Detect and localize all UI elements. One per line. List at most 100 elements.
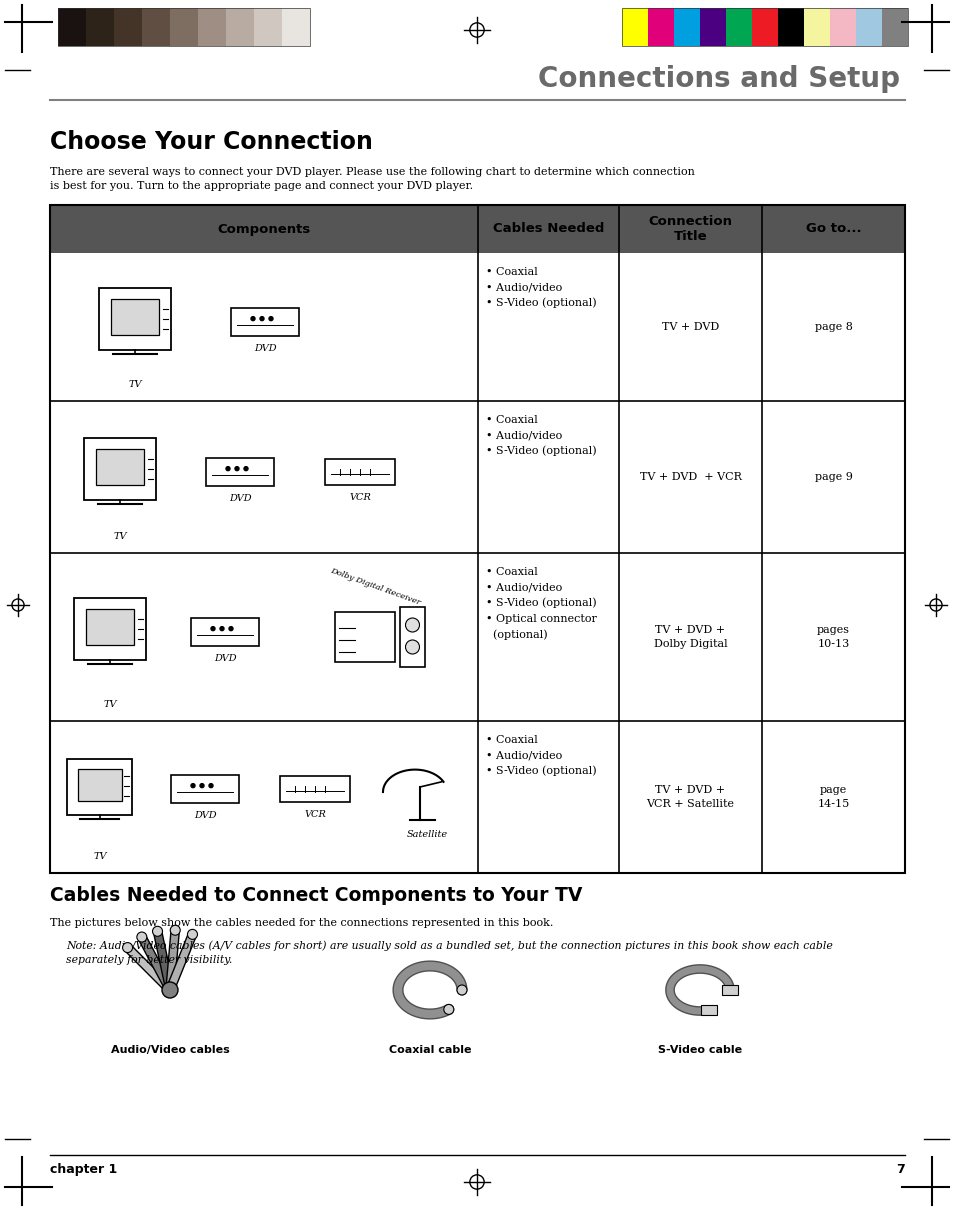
Text: Connections and Setup: Connections and Setup <box>537 65 899 93</box>
Circle shape <box>269 317 273 320</box>
Bar <box>99 288 171 349</box>
Bar <box>231 308 298 336</box>
Bar <box>86 8 113 46</box>
Circle shape <box>405 618 419 632</box>
Circle shape <box>234 467 239 470</box>
Text: DVD: DVD <box>193 811 216 820</box>
Circle shape <box>229 626 233 631</box>
Bar <box>280 776 350 802</box>
Text: TV: TV <box>93 852 107 861</box>
Bar <box>725 8 751 46</box>
Text: Dolby Digital Receiver: Dolby Digital Receiver <box>329 567 421 607</box>
Bar <box>74 598 146 660</box>
Text: TV + DVD +
Dolby Digital: TV + DVD + Dolby Digital <box>653 625 726 648</box>
Circle shape <box>211 626 214 631</box>
Bar <box>198 8 226 46</box>
Circle shape <box>122 943 132 953</box>
Bar <box>721 985 738 995</box>
Text: Components: Components <box>217 222 311 236</box>
Text: page 8: page 8 <box>814 322 852 332</box>
Bar <box>206 458 274 486</box>
Circle shape <box>260 317 264 320</box>
Text: • Coaxial
• Audio/video
• S-Video (optional)
• Optical connector
  (optional): • Coaxial • Audio/video • S-Video (optio… <box>485 567 597 640</box>
Text: The pictures below show the cables needed for the connections represented in thi: The pictures below show the cables neede… <box>50 918 553 929</box>
Text: • Coaxial
• Audio/video
• S-Video (optional): • Coaxial • Audio/video • S-Video (optio… <box>485 735 596 776</box>
Text: Coaxial cable: Coaxial cable <box>388 1045 471 1055</box>
Text: Connection
Title: Connection Title <box>648 215 732 243</box>
Bar <box>142 8 170 46</box>
Bar <box>58 8 86 46</box>
Polygon shape <box>382 770 443 792</box>
Bar <box>78 769 122 802</box>
Bar <box>253 8 282 46</box>
Text: DVD: DVD <box>229 494 251 503</box>
Bar <box>68 759 132 815</box>
Text: Audio/Video cables: Audio/Video cables <box>111 1045 229 1055</box>
Bar <box>170 8 198 46</box>
Text: page 9: page 9 <box>814 472 852 482</box>
Bar <box>58 8 310 46</box>
Text: page
14-15: page 14-15 <box>817 786 849 809</box>
Text: DVD: DVD <box>213 654 236 663</box>
Text: Satellite: Satellite <box>406 831 447 839</box>
Text: There are several ways to connect your DVD player. Please use the following char: There are several ways to connect your D… <box>50 167 694 191</box>
Text: VCR: VCR <box>304 810 326 818</box>
Text: TV: TV <box>103 700 116 708</box>
Bar <box>113 8 142 46</box>
Circle shape <box>443 1005 454 1014</box>
Text: VCR: VCR <box>349 493 371 502</box>
Bar <box>226 8 253 46</box>
Text: S-Video cable: S-Video cable <box>658 1045 741 1055</box>
Bar <box>882 8 907 46</box>
Text: Choose Your Connection: Choose Your Connection <box>50 131 373 154</box>
Bar <box>647 8 673 46</box>
Bar <box>86 608 134 644</box>
Circle shape <box>209 783 213 787</box>
Text: pages
10-13: pages 10-13 <box>816 625 849 648</box>
Circle shape <box>170 925 180 936</box>
Bar <box>621 8 647 46</box>
Circle shape <box>251 317 254 320</box>
Bar <box>399 607 424 667</box>
Circle shape <box>244 467 248 470</box>
Bar <box>829 8 855 46</box>
Text: DVD: DVD <box>253 345 276 353</box>
Bar <box>700 1005 717 1016</box>
Text: TV: TV <box>128 380 142 389</box>
Text: Cables Needed to Connect Components to Your TV: Cables Needed to Connect Components to Y… <box>50 886 581 906</box>
Bar <box>621 8 907 46</box>
Circle shape <box>456 985 467 995</box>
Text: Note: Audio/Video cables (A/V cables for short) are usually sold as a bundled se: Note: Audio/Video cables (A/V cables for… <box>66 941 832 965</box>
Bar <box>335 612 395 663</box>
Bar <box>111 299 159 335</box>
Text: Go to...: Go to... <box>805 222 861 236</box>
Bar <box>95 449 144 485</box>
Bar <box>778 8 803 46</box>
Text: 7: 7 <box>895 1163 904 1176</box>
Circle shape <box>226 467 230 470</box>
Bar <box>751 8 778 46</box>
Circle shape <box>200 783 204 787</box>
Circle shape <box>162 982 178 997</box>
Bar <box>84 438 156 501</box>
Bar <box>282 8 310 46</box>
Bar <box>673 8 700 46</box>
Circle shape <box>220 626 224 631</box>
Circle shape <box>188 930 197 939</box>
Circle shape <box>405 640 419 654</box>
Bar <box>803 8 829 46</box>
Text: Cables Needed: Cables Needed <box>493 222 603 236</box>
Text: • Coaxial
• Audio/video
• S-Video (optional): • Coaxial • Audio/video • S-Video (optio… <box>485 415 596 456</box>
Text: TV: TV <box>113 532 127 540</box>
Text: chapter 1: chapter 1 <box>50 1163 117 1176</box>
Text: TV + DVD  + VCR: TV + DVD + VCR <box>639 472 740 482</box>
Bar <box>855 8 882 46</box>
Bar <box>191 618 258 646</box>
Circle shape <box>191 783 194 787</box>
Bar <box>700 8 725 46</box>
Bar <box>50 206 904 873</box>
Bar <box>50 206 904 253</box>
Circle shape <box>152 926 162 936</box>
Bar <box>325 459 395 485</box>
Text: TV + DVD: TV + DVD <box>661 322 719 332</box>
